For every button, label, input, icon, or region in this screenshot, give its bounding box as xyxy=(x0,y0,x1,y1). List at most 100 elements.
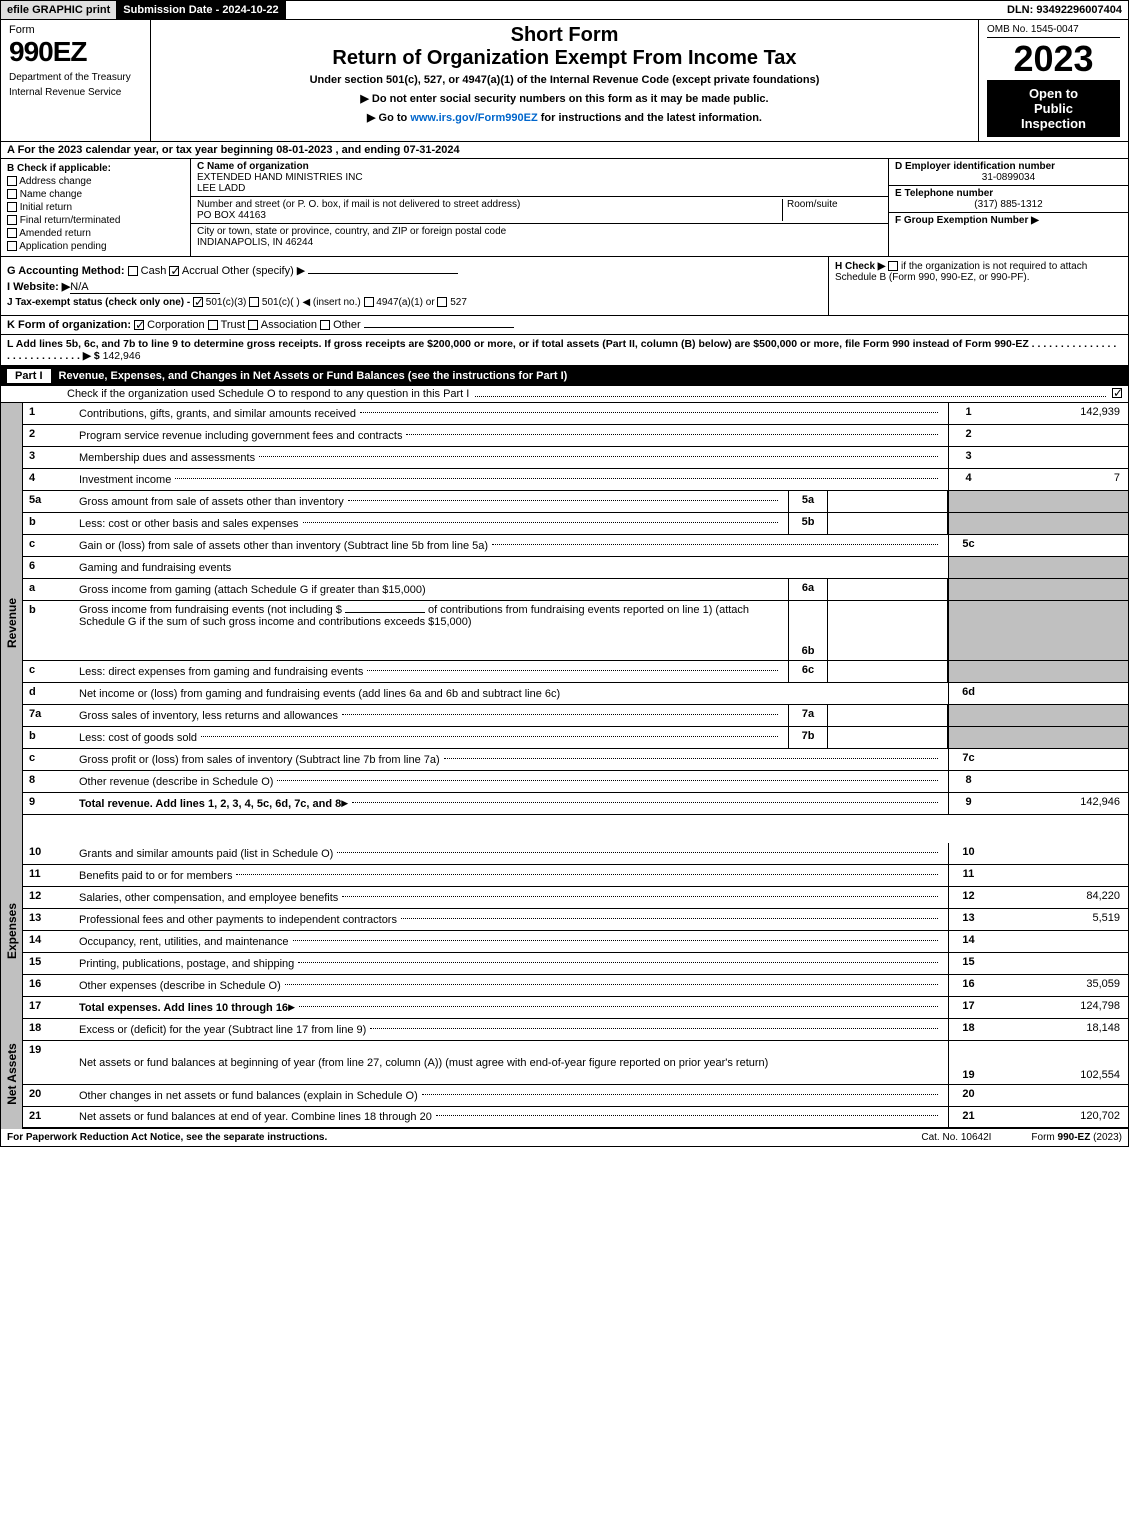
checkbox-other-org[interactable] xyxy=(320,320,330,330)
open-inspection-box: Open to Public Inspection xyxy=(987,80,1120,137)
checkbox-amended[interactable] xyxy=(7,228,17,238)
checkbox-trust[interactable] xyxy=(208,320,218,330)
footer-right: Form 990-EZ (2023) xyxy=(1031,1132,1122,1143)
side-netassets-text: Net Assets xyxy=(5,1043,19,1105)
row-desc: Printing, publications, postage, and shi… xyxy=(73,953,948,974)
form-header: Form 990EZ Department of the Treasury In… xyxy=(1,20,1128,142)
row-desc-text: Gross profit or (loss) from sales of inv… xyxy=(79,754,440,766)
g-label: G Accounting Method: xyxy=(7,265,125,277)
row-num: a xyxy=(23,579,73,600)
f-group-label: F Group Exemption Number ▶ xyxy=(895,215,1122,226)
row-18: 18 Excess or (deficit) for the year (Sub… xyxy=(23,1019,1128,1041)
expenses-rows: 10 Grants and similar amounts paid (list… xyxy=(23,843,1128,1019)
row-desc: Gross income from fundraising events (no… xyxy=(73,601,788,660)
form-number: 990EZ xyxy=(9,36,142,68)
row-desc: Total expenses. Add lines 10 through 16▶ xyxy=(73,997,948,1018)
row-desc: Occupancy, rent, utilities, and maintena… xyxy=(73,931,948,952)
mini-val xyxy=(828,579,948,600)
row-19: 19 Net assets or fund balances at beginn… xyxy=(23,1041,1128,1085)
row-desc: Other changes in net assets or fund bala… xyxy=(73,1085,948,1106)
arrow-icon: ▶ xyxy=(288,1002,295,1013)
row-desc-text: Benefits paid to or for members xyxy=(79,870,232,882)
checkbox-corp[interactable] xyxy=(134,320,144,330)
row-desc-text: Salaries, other compensation, and employ… xyxy=(79,892,338,904)
mini-val xyxy=(828,727,948,748)
amount: 142,939 xyxy=(988,403,1128,424)
row-desc-text1: Gross income from fundraising events (no… xyxy=(79,604,342,616)
checkbox-501c3[interactable] xyxy=(193,297,203,307)
amount xyxy=(988,931,1128,952)
row-6a: a Gross income from gaming (attach Sched… xyxy=(23,579,1128,601)
l-value: 142,946 xyxy=(103,350,141,362)
row-num: 10 xyxy=(23,843,73,864)
contrib-input[interactable] xyxy=(345,612,425,613)
checkbox-cash[interactable] xyxy=(128,266,138,276)
amount-shaded xyxy=(988,579,1128,600)
side-revenue: Revenue xyxy=(1,403,23,843)
row-desc: Salaries, other compensation, and employ… xyxy=(73,887,948,908)
amount: 7 xyxy=(988,469,1128,490)
row-9: 9 Total revenue. Add lines 1, 2, 3, 4, 5… xyxy=(23,793,1128,815)
line-num: 15 xyxy=(948,953,988,974)
column-d: D Employer identification number 31-0899… xyxy=(888,159,1128,256)
checkbox-assoc[interactable] xyxy=(248,320,258,330)
checkbox-527[interactable] xyxy=(437,297,447,307)
row-desc: Excess or (deficit) for the year (Subtra… xyxy=(73,1019,948,1040)
row-num: c xyxy=(23,535,73,556)
checkbox-h[interactable] xyxy=(888,261,898,271)
row-desc: Benefits paid to or for members xyxy=(73,865,948,886)
section-k: K Form of organization: Corporation Trus… xyxy=(1,316,1128,335)
row-desc-text: Less: direct expenses from gaming and fu… xyxy=(79,666,363,678)
checkbox-part1-scho[interactable] xyxy=(1112,388,1122,398)
checkbox-final[interactable] xyxy=(7,215,17,225)
k-opt3: Other xyxy=(333,319,361,331)
g-cash: Cash xyxy=(141,265,167,277)
row-desc: Less: direct expenses from gaming and fu… xyxy=(73,661,788,682)
row-desc-text: Other expenses (describe in Schedule O) xyxy=(79,980,281,992)
netassets-block: Net Assets 18 Excess or (deficit) for th… xyxy=(1,1019,1128,1129)
amount xyxy=(988,865,1128,886)
amount: 124,798 xyxy=(988,997,1128,1018)
mini-col: 5a xyxy=(788,491,828,512)
row-desc: Less: cost of goods sold xyxy=(73,727,788,748)
row-desc: Grants and similar amounts paid (list in… xyxy=(73,843,948,864)
b-label-initial: Initial return xyxy=(20,202,72,213)
amount: 120,702 xyxy=(988,1107,1128,1127)
j-opt0: 501(c)(3) xyxy=(206,297,247,308)
row-5b: b Less: cost or other basis and sales ex… xyxy=(23,513,1128,535)
amount-shaded xyxy=(988,705,1128,726)
row-num: b xyxy=(23,601,73,660)
row-desc: Less: cost or other basis and sales expe… xyxy=(73,513,788,534)
section-ghij: G Accounting Method: Cash Accrual Other … xyxy=(1,257,1128,316)
row-desc-text: Occupancy, rent, utilities, and maintena… xyxy=(79,936,289,948)
irs-link[interactable]: www.irs.gov/Form990EZ xyxy=(410,112,537,124)
checkbox-501c[interactable] xyxy=(249,297,259,307)
checkbox-initial[interactable] xyxy=(7,202,17,212)
b-item-initial: Initial return xyxy=(7,202,184,213)
g-other-input[interactable] xyxy=(308,273,458,274)
checkbox-accrual[interactable] xyxy=(169,266,179,276)
checkbox-name[interactable] xyxy=(7,189,17,199)
website-value: N/A xyxy=(70,281,220,294)
row-6c: c Less: direct expenses from gaming and … xyxy=(23,661,1128,683)
line-num: 17 xyxy=(948,997,988,1018)
org-addr: PO BOX 44163 xyxy=(197,210,782,221)
row-num: 9 xyxy=(23,793,73,814)
side-expenses-text: Expenses xyxy=(5,903,19,959)
row-desc-text: Excess or (deficit) for the year (Subtra… xyxy=(79,1024,366,1036)
row-20: 20 Other changes in net assets or fund b… xyxy=(23,1085,1128,1107)
row-desc: Net assets or fund balances at end of ye… xyxy=(73,1107,948,1127)
line-num: 8 xyxy=(948,771,988,792)
checkbox-pending[interactable] xyxy=(7,241,17,251)
checkbox-4947[interactable] xyxy=(364,297,374,307)
k-other-input[interactable] xyxy=(364,327,514,328)
b-label-amended: Amended return xyxy=(19,228,91,239)
amount-shaded xyxy=(988,491,1128,512)
amount xyxy=(988,683,1128,704)
line-g: G Accounting Method: Cash Accrual Other … xyxy=(7,264,822,277)
row-num: c xyxy=(23,661,73,682)
row-desc-text: Program service revenue including govern… xyxy=(79,430,402,442)
efile-print-button[interactable]: efile GRAPHIC print xyxy=(1,1,117,19)
checkbox-address[interactable] xyxy=(7,176,17,186)
row-desc-text: Total revenue. Add lines 1, 2, 3, 4, 5c,… xyxy=(79,798,341,810)
